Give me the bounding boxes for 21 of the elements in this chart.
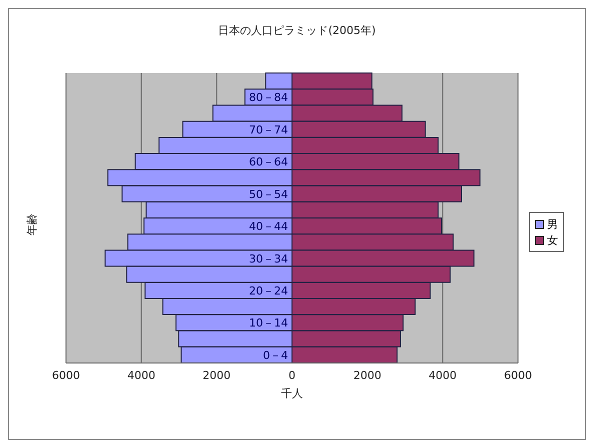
- legend-label: 女: [547, 232, 558, 248]
- y-tick-label: 20－24: [249, 284, 288, 298]
- x-tick-label: 2000: [353, 368, 382, 382]
- x-tick-label: 6000: [504, 368, 532, 382]
- y-tick-label: 80－84: [249, 91, 288, 104]
- y-tick-label: 10－14: [249, 316, 288, 330]
- x-tick-label: 6000: [52, 368, 80, 382]
- x-axis-title: 千人: [281, 387, 303, 400]
- chart-title: 日本の人口ピラミッド(2005年): [217, 23, 377, 38]
- x-tick-label: 4000: [428, 368, 457, 382]
- y-tick-label: 30－34: [249, 252, 288, 266]
- y-axis-title: 年齢: [24, 213, 40, 235]
- y-tick-label: 0－4: [263, 348, 288, 362]
- x-tick-label: 4000: [127, 368, 156, 382]
- y-tick-label: 70－74: [249, 123, 288, 136]
- y-tick-label: 50－54: [249, 188, 288, 201]
- x-tick-label: 0: [288, 368, 296, 382]
- x-tick-label: 2000: [202, 368, 231, 382]
- y-tick-label: 40－44: [249, 220, 288, 234]
- legend-label: 男: [547, 216, 558, 232]
- y-tick-label: 60－64: [249, 156, 288, 169]
